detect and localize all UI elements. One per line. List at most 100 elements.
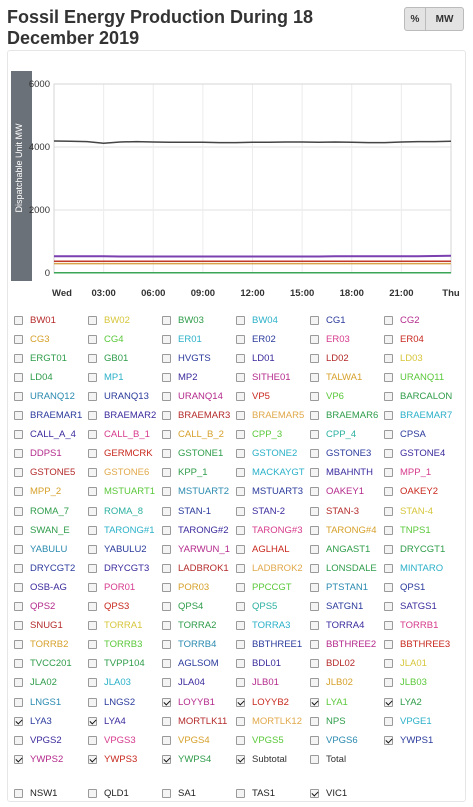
- unit-checkbox-uranq12[interactable]: URANQ12: [14, 387, 75, 405]
- unit-checkbox-por01[interactable]: POR01: [88, 578, 135, 596]
- checkbox[interactable]: [236, 697, 245, 707]
- unit-checkbox-bbthree2[interactable]: BBTHREE2: [310, 636, 376, 654]
- unit-checkbox-subtotal[interactable]: Subtotal: [236, 750, 287, 768]
- unit-checkbox-aglsom[interactable]: AGLSOM: [162, 655, 219, 673]
- checkbox[interactable]: [162, 525, 171, 535]
- unit-checkbox-satgs1[interactable]: SATGS1: [384, 598, 437, 616]
- checkbox[interactable]: [310, 659, 319, 669]
- unit-checkbox-qps2[interactable]: QPS2: [14, 598, 55, 616]
- checkbox[interactable]: [236, 315, 245, 325]
- unit-checkbox-ld03[interactable]: LD03: [384, 349, 423, 367]
- unit-checkbox-aglhal[interactable]: AGLHAL: [236, 540, 290, 558]
- checkbox[interactable]: [88, 563, 97, 573]
- unit-checkbox-vpge1[interactable]: VPGE1: [384, 712, 432, 730]
- unit-checkbox-jla03[interactable]: JLA03: [88, 674, 131, 692]
- unit-checkbox-gb01[interactable]: GB01: [88, 349, 128, 367]
- checkbox[interactable]: [236, 563, 245, 573]
- checkbox[interactable]: [88, 544, 97, 554]
- checkbox[interactable]: [310, 525, 319, 535]
- checkbox[interactable]: [14, 621, 23, 631]
- checkbox[interactable]: [162, 315, 171, 325]
- unit-checkbox-stan-4[interactable]: STAN-4: [384, 502, 433, 520]
- checkbox[interactable]: [88, 411, 97, 420]
- checkbox[interactable]: [88, 716, 97, 726]
- unit-checkbox-por03[interactable]: POR03: [162, 578, 209, 596]
- checkbox[interactable]: [236, 449, 245, 459]
- checkbox[interactable]: [14, 544, 23, 554]
- unit-checkbox-roma-8[interactable]: ROMA_8: [88, 502, 143, 520]
- unit-checkbox-uranq14[interactable]: URANQ14: [162, 387, 223, 405]
- unit-checkbox-cg1[interactable]: CG1: [310, 311, 346, 329]
- checkbox[interactable]: [162, 640, 171, 650]
- unit-checkbox-bdl01[interactable]: BDL01: [236, 655, 281, 673]
- unit-checkbox-bw01[interactable]: BW01: [14, 311, 56, 329]
- unit-checkbox-cg2[interactable]: CG2: [384, 311, 420, 329]
- checkbox[interactable]: [88, 754, 97, 764]
- checkbox[interactable]: [236, 621, 245, 631]
- unit-checkbox-vpgs5[interactable]: VPGS5: [236, 731, 284, 749]
- unit-checkbox-ywps1[interactable]: YWPS1: [384, 731, 433, 749]
- unit-checkbox-gstone6[interactable]: GSTONE6: [88, 464, 149, 482]
- region-checkbox-qld1[interactable]: QLD1: [88, 784, 129, 802]
- unit-checkbox-kpp-1[interactable]: KPP_1: [162, 464, 208, 482]
- checkbox[interactable]: [310, 487, 319, 497]
- unit-checkbox-er04[interactable]: ER04: [384, 330, 424, 348]
- checkbox[interactable]: [88, 506, 97, 516]
- unit-checkbox-lonsdale[interactable]: LONSDALE: [310, 559, 377, 577]
- checkbox[interactable]: [236, 372, 245, 382]
- unit-checkbox-bbthree1[interactable]: BBTHREE1: [236, 636, 302, 654]
- unit-checkbox-cpp-4[interactable]: CPP_4: [310, 426, 356, 444]
- unit-checkbox-drycgt1[interactable]: DRYCGT1: [384, 540, 445, 558]
- checkbox[interactable]: [384, 430, 393, 440]
- checkbox[interactable]: [162, 563, 171, 573]
- unit-checkbox-loyyb1[interactable]: LOYYB1: [162, 693, 215, 711]
- unit-checkbox-vp5[interactable]: VP5: [236, 387, 270, 405]
- unit-checkbox-gstone5[interactable]: GSTONE5: [14, 464, 75, 482]
- checkbox[interactable]: [162, 449, 171, 459]
- unit-checkbox-mortlk12[interactable]: MORTLK12: [236, 712, 302, 730]
- unit-checkbox-bw02[interactable]: BW02: [88, 311, 130, 329]
- unit-checkbox-lya1[interactable]: LYA1: [310, 693, 348, 711]
- checkbox[interactable]: [236, 430, 245, 440]
- unit-checkbox-gstone3[interactable]: GSTONE3: [310, 445, 371, 463]
- unit-checkbox-call-b-2[interactable]: CALL_B_2: [162, 426, 224, 444]
- checkbox[interactable]: [310, 430, 319, 440]
- unit-checkbox-mpp-2[interactable]: MPP_2: [14, 483, 61, 501]
- unit-checkbox-qps3[interactable]: QPS3: [88, 598, 129, 616]
- checkbox[interactable]: [384, 621, 393, 631]
- unit-checkbox-oakey2[interactable]: OAKEY2: [384, 483, 438, 501]
- checkbox[interactable]: [162, 754, 171, 764]
- unit-checkbox-mstuart1[interactable]: MSTUART1: [88, 483, 155, 501]
- unit-checkbox-er01[interactable]: ER01: [162, 330, 202, 348]
- region-checkbox-sa1[interactable]: SA1: [162, 784, 196, 802]
- unit-checkbox-nps[interactable]: NPS: [310, 712, 346, 730]
- checkbox[interactable]: [162, 735, 171, 745]
- unit-checkbox-mp2[interactable]: MP2: [162, 368, 198, 386]
- unit-checkbox-torrb2[interactable]: TORRB2: [14, 636, 68, 654]
- checkbox[interactable]: [236, 678, 245, 688]
- checkbox[interactable]: [384, 563, 393, 573]
- unit-checkbox-lya3[interactable]: LYA3: [14, 712, 52, 730]
- unit-checkbox-jlb02[interactable]: JLB02: [310, 674, 353, 692]
- checkbox[interactable]: [384, 487, 393, 497]
- unit-checkbox-gstone2[interactable]: GSTONE2: [236, 445, 297, 463]
- checkbox[interactable]: [236, 716, 245, 726]
- checkbox[interactable]: [14, 582, 23, 592]
- unit-checkbox-mackaygt[interactable]: MACKAYGT: [236, 464, 305, 482]
- unit-checkbox-ld04[interactable]: LD04: [14, 368, 53, 386]
- unit-checkbox-braemar2[interactable]: BRAEMAR2: [88, 407, 156, 425]
- checkbox[interactable]: [384, 449, 393, 459]
- checkbox[interactable]: [236, 602, 245, 611]
- checkbox[interactable]: [14, 563, 23, 573]
- unit-checkbox-hvgts[interactable]: HVGTS: [162, 349, 211, 367]
- unit-checkbox-braemar5[interactable]: BRAEMAR5: [236, 407, 304, 425]
- checkbox[interactable]: [14, 391, 23, 401]
- checkbox[interactable]: [14, 716, 23, 726]
- checkbox[interactable]: [88, 582, 97, 592]
- unit-checkbox-qps5[interactable]: QPS5: [236, 598, 277, 616]
- checkbox[interactable]: [310, 468, 319, 478]
- unit-checkbox-er03[interactable]: ER03: [310, 330, 350, 348]
- checkbox[interactable]: [88, 621, 97, 631]
- checkbox[interactable]: [384, 602, 393, 611]
- unit-checkbox-roma-7[interactable]: ROMA_7: [14, 502, 69, 520]
